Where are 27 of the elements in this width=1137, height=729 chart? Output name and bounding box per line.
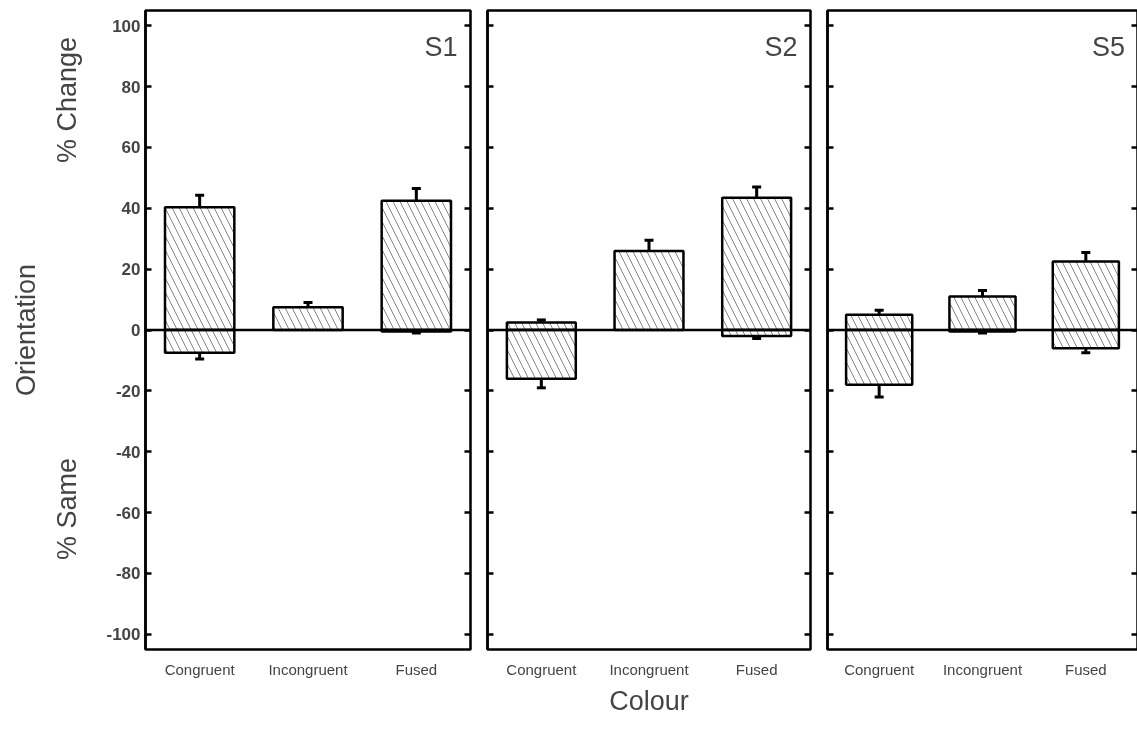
y-tick-label: -60 bbox=[115, 503, 141, 523]
y-tick-label: 60 bbox=[121, 138, 141, 158]
y-tick-label: 0 bbox=[131, 321, 141, 340]
text: S2 bbox=[764, 31, 798, 62]
text: % Change bbox=[51, 36, 82, 163]
y-tick-label: -40 bbox=[115, 442, 141, 462]
y-tick-label: 40 bbox=[121, 199, 141, 219]
x-axis-title: Colour bbox=[609, 685, 689, 716]
x-tick-label: Fused bbox=[735, 660, 778, 678]
text: S5 bbox=[1092, 31, 1126, 62]
text: % Same bbox=[51, 457, 82, 560]
x-tick-label: Fused bbox=[395, 660, 438, 678]
x-tick-label: Congruent bbox=[844, 660, 916, 678]
x-tick-label: Fused bbox=[1064, 660, 1107, 678]
y-tick-label: -100 bbox=[106, 625, 141, 645]
y-tick-label: 100 bbox=[112, 16, 141, 36]
x-tick-label: Congruent bbox=[506, 660, 578, 678]
x-tick-label: Incongruent bbox=[942, 660, 1023, 678]
text: S1 bbox=[424, 31, 458, 62]
y-tick-label: -80 bbox=[115, 564, 141, 584]
x-tick-label: Congruent bbox=[164, 660, 236, 678]
y-tick-label: -20 bbox=[115, 381, 141, 401]
y-tick-label: 80 bbox=[121, 77, 141, 97]
x-tick-label: Incongruent bbox=[609, 660, 690, 678]
y-axis-title: Orientation bbox=[11, 263, 41, 397]
x-tick-label: Incongruent bbox=[268, 660, 349, 678]
y-tick-label: 20 bbox=[121, 260, 141, 280]
